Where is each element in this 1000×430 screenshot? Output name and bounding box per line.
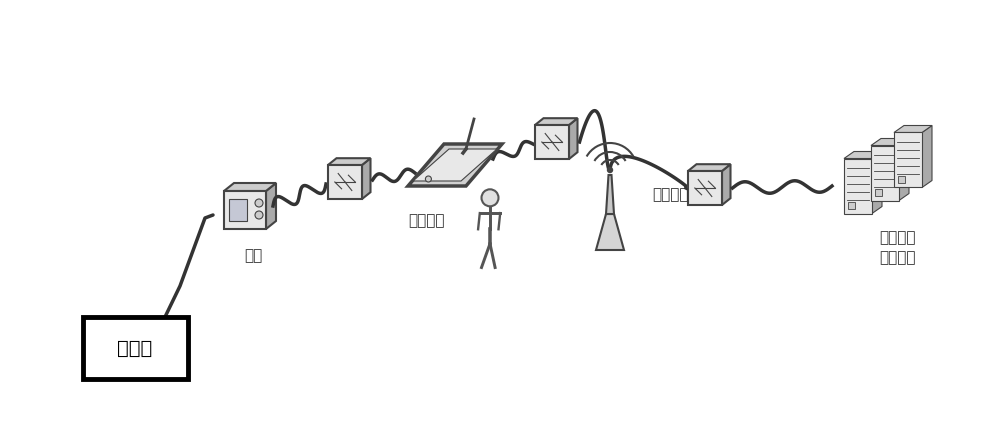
- Polygon shape: [362, 158, 370, 199]
- Polygon shape: [722, 164, 730, 205]
- Polygon shape: [596, 214, 624, 250]
- Bar: [871, 145, 899, 200]
- Bar: [894, 132, 922, 187]
- Bar: [535, 125, 569, 159]
- Polygon shape: [871, 138, 909, 145]
- Polygon shape: [535, 118, 578, 125]
- Bar: [898, 175, 905, 182]
- Circle shape: [608, 168, 612, 172]
- Bar: [82, 317, 188, 379]
- Text: 仪器: 仪器: [244, 248, 262, 263]
- Bar: [848, 202, 855, 209]
- Polygon shape: [899, 138, 909, 200]
- Polygon shape: [844, 151, 882, 159]
- Polygon shape: [266, 183, 276, 229]
- Polygon shape: [408, 144, 502, 186]
- Polygon shape: [688, 164, 730, 171]
- Bar: [688, 171, 722, 205]
- Polygon shape: [569, 118, 578, 159]
- Text: 变压器: 变压器: [117, 338, 153, 357]
- Text: 数据评价
诊断中心: 数据评价 诊断中心: [880, 230, 916, 265]
- Polygon shape: [224, 183, 276, 191]
- Bar: [224, 191, 266, 229]
- Polygon shape: [328, 158, 370, 165]
- Polygon shape: [606, 175, 614, 214]
- Polygon shape: [922, 126, 932, 187]
- Bar: [229, 199, 247, 221]
- Polygon shape: [413, 149, 497, 181]
- Bar: [875, 188, 882, 196]
- Polygon shape: [894, 126, 932, 132]
- Circle shape: [255, 199, 263, 207]
- Bar: [844, 159, 872, 214]
- Circle shape: [425, 176, 431, 182]
- Bar: [328, 165, 362, 199]
- Polygon shape: [872, 151, 882, 214]
- Circle shape: [255, 211, 263, 219]
- Text: 移动终端: 移动终端: [409, 213, 445, 228]
- Circle shape: [481, 189, 498, 206]
- Text: 无线网络: 无线网络: [652, 187, 688, 203]
